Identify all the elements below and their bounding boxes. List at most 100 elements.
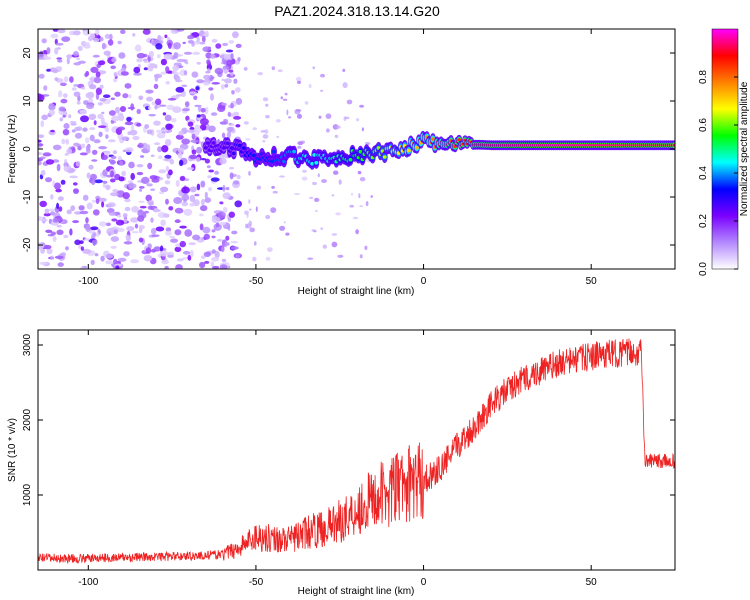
spectrogram-noise-cell [210, 93, 214, 101]
spectrogram-noise-cell [54, 255, 64, 259]
spectrogram-noise-cell [342, 68, 346, 72]
spectrogram-noise-cell [204, 158, 210, 164]
spectrogram-noise-cell [128, 161, 135, 169]
spectrogram-noise-cell [42, 152, 52, 157]
spectrogram-noise-cell [265, 256, 271, 261]
spectrogram-noise-cell [175, 86, 185, 93]
spectrogram-noise-cell [200, 158, 207, 161]
spectrogram-noise-cell [52, 29, 59, 32]
spectrogram-noise-cell [43, 56, 52, 60]
spectrogram-noise-cell [217, 211, 226, 219]
spectrogram-noise-cell [146, 96, 154, 102]
spectrogram-noise-cell [48, 109, 56, 116]
spectrogram-noise-cell [337, 254, 344, 258]
snr-y-tick-label: 2000 [22, 408, 33, 431]
spectrogram-noise-cell [220, 84, 225, 90]
spectrogram-noise-cell [165, 66, 170, 73]
spectrogram-noise-cell [312, 66, 315, 70]
spectrogram-noise-cell [296, 76, 302, 82]
spectrogram-noise-cell [38, 134, 45, 138]
spectrogram-noise-cell [169, 159, 175, 165]
spectrogram-noise-cell [222, 206, 228, 214]
spectrogram-noise-cell [117, 257, 127, 262]
spectrogram-noise-cell [304, 101, 309, 105]
spectrogram-noise-cell [66, 57, 70, 65]
spectrogram-noise-cell [166, 36, 171, 41]
spectrogram-noise-cell [177, 54, 183, 57]
spectrogram-noise-cell [138, 200, 145, 203]
spectrogram-noise-cell [359, 254, 363, 259]
spectrogram-noise-cell [109, 159, 116, 165]
spectrogram-noise-cell [320, 73, 325, 78]
spectrogram-x-tick-label: -100 [78, 276, 98, 287]
spectrogram-noise-cell [60, 82, 67, 87]
spectrogram-noise-cell [95, 87, 102, 95]
spectrogram-noise-cell [222, 42, 229, 47]
spectrogram-noise-cell [80, 115, 89, 123]
spectrogram-noise-cell [57, 262, 64, 267]
spectrogram-ridge-cell [205, 141, 210, 145]
spectrogram-noise-cell [227, 225, 231, 231]
snr-x-tick-label: 0 [421, 577, 427, 588]
spectrogram-noise-cell [317, 173, 320, 178]
spectrogram-noise-cell [64, 152, 70, 156]
spectrogram-noise-cell [127, 94, 132, 99]
spectrogram-noise-cell [222, 192, 231, 200]
spectrogram-noise-cell [120, 29, 126, 34]
spectrogram-noise-cell [365, 201, 369, 207]
spectrogram-noise-cell [86, 103, 94, 110]
spectrogram-noise-cell [257, 72, 264, 76]
spectrogram-noise-cell [335, 125, 341, 129]
spectrogram-noise-cell [151, 234, 160, 237]
spectrogram-noise-cell [219, 157, 227, 165]
spectrogram-noise-cell [103, 50, 111, 56]
spectrogram-noise-cell [331, 233, 338, 236]
spectrogram-noise-cell [93, 76, 101, 84]
spectrogram-noise-cell [164, 114, 172, 122]
spectrogram-noise-cell [76, 100, 81, 105]
spectrogram-noise-cell [158, 169, 167, 174]
spectrogram-noise-cell [160, 219, 166, 227]
spectrogram-noise-cell [166, 104, 175, 111]
spectrogram-noise-cell [45, 177, 52, 183]
spectrogram-noise-cell [187, 167, 195, 171]
spectrogram-noise-cell [195, 156, 201, 163]
spectrogram-noise-cell [359, 205, 363, 208]
spectrogram-noise-cell [160, 186, 169, 193]
spectrogram-noise-cell [154, 104, 158, 110]
spectrogram-noise-cell [52, 217, 59, 223]
spectrogram-noise-cell [150, 227, 157, 235]
spectrogram-noise-cell [124, 121, 134, 126]
snr-y-ticks: 1000 2000 3000 [22, 333, 675, 506]
spectrogram-noise-cell [66, 209, 72, 215]
spectrogram-noise-cell [110, 178, 116, 183]
spectrogram-noise-cell [221, 102, 228, 106]
spectrogram-noise-cell [217, 105, 226, 112]
spectrogram-noise-cell [234, 200, 242, 208]
spectrogram-ridge-cell [270, 159, 274, 164]
spectrogram-noise-cell [72, 220, 79, 224]
spectrogram-noise-cell [165, 227, 172, 233]
spectrogram-noise-cell [122, 213, 128, 218]
spectrogram-noise-cell [270, 207, 277, 214]
spectrogram-noise-cell [82, 127, 88, 132]
spectrogram-noise-cell [122, 149, 127, 153]
spectrogram-noise-cell [267, 247, 273, 253]
spectrogram-noise-cell [88, 164, 94, 170]
spectrogram-noise-cell [160, 129, 169, 132]
spectrogram-ridge-cell [430, 137, 435, 141]
spectrogram-ridge-cell [314, 161, 319, 165]
spectrogram-noise-cell [228, 40, 235, 44]
spectrogram-noise-cell [101, 111, 105, 115]
spectrogram-ridge-cell [211, 141, 216, 145]
spectrogram-noise-cell [219, 201, 224, 205]
spectrogram-noise-cell [164, 158, 169, 161]
spectrogram-noise-cell [308, 83, 312, 89]
spectrogram-noise-cell [110, 192, 119, 197]
spectrogram-noise-cell [325, 113, 332, 119]
spectrogram-noise-cell [214, 250, 220, 259]
spectrogram-noise-cell [125, 147, 134, 153]
spectrogram-noise-cell [126, 226, 135, 232]
spectrogram-noise-cell [331, 194, 335, 197]
spectrogram-noise-cell [210, 261, 215, 268]
